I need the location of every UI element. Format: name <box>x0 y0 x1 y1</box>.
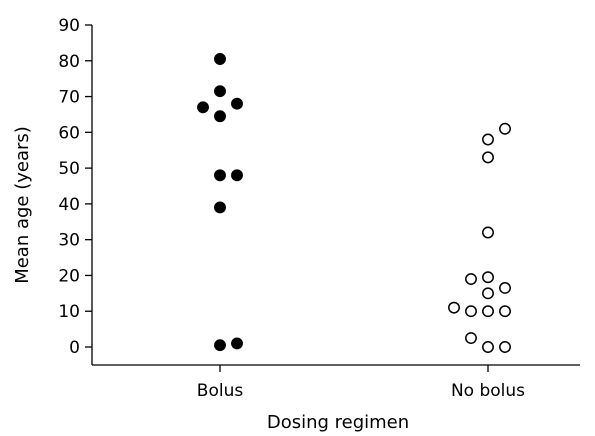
x-tick-label: No bolus <box>451 381 525 401</box>
y-tick-label: 0 <box>69 338 80 358</box>
no-bolus-point <box>482 151 494 164</box>
y-tick-label: 60 <box>58 123 80 143</box>
bolus-point <box>214 339 226 352</box>
bolus-point <box>214 169 226 182</box>
y-tick-label: 50 <box>58 159 80 179</box>
no-bolus-point <box>499 305 511 318</box>
y-tick-label: 40 <box>58 195 80 215</box>
no-bolus-point <box>448 301 460 314</box>
bolus-point <box>231 97 243 110</box>
y-tick-label: 80 <box>58 52 80 72</box>
no-bolus-point <box>482 305 494 318</box>
y-axis-title: Mean age (years) <box>12 126 33 284</box>
no-bolus-point <box>465 273 477 285</box>
y-tick-label: 20 <box>58 266 80 286</box>
no-bolus-point <box>482 226 494 239</box>
y-tick-label: 70 <box>58 88 80 108</box>
x-ticks: Bolus No bolus <box>197 365 525 401</box>
bolus-point <box>214 85 226 98</box>
bolus-point <box>214 110 226 123</box>
no-bolus-point <box>482 341 494 353</box>
no-bolus-point <box>499 341 511 353</box>
axes: 0 10 20 30 40 50 60 70 80 90 Bolus No bolus <box>58 16 580 401</box>
no-bolus-point <box>465 332 477 345</box>
no-bolus-point <box>499 122 511 135</box>
y-tick-label: 30 <box>58 231 80 251</box>
bolus-point <box>231 169 243 182</box>
no-bolus-point <box>482 287 494 300</box>
y-ticks: 0 10 20 30 40 50 60 70 80 90 <box>58 16 92 358</box>
x-axis-title: Dosing regimen <box>267 412 409 433</box>
no-bolus-point <box>482 271 494 284</box>
y-tick-label: 90 <box>58 16 80 36</box>
x-tick-label: Bolus <box>197 381 244 401</box>
bolus-point <box>231 337 243 350</box>
bolus-point <box>214 201 226 214</box>
bolus-point <box>197 101 209 114</box>
no-bolus-point <box>465 305 477 318</box>
no-bolus-point <box>482 133 494 146</box>
y-tick-label: 10 <box>58 302 80 322</box>
bolus-point <box>214 53 226 65</box>
no-bolus-point <box>499 282 511 294</box>
data-points <box>197 53 511 353</box>
